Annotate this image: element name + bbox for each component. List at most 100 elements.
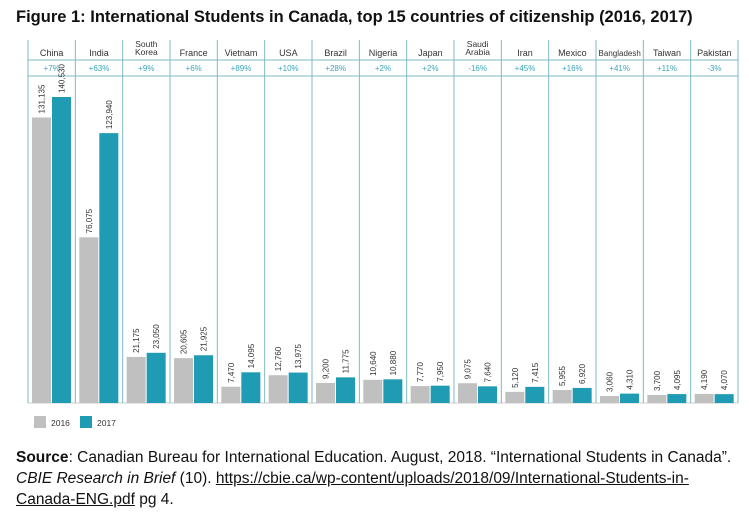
change-label: +16% (562, 64, 583, 73)
bar-2017 (430, 385, 450, 403)
category-label: Brazil (324, 48, 347, 58)
value-label: 5,955 (558, 365, 567, 386)
bar-2017 (336, 377, 355, 403)
value-label: 4,310 (626, 369, 635, 390)
value-label: 7,640 (484, 362, 493, 383)
legend-swatch-2016 (34, 416, 46, 428)
category-label: Korea (135, 47, 158, 57)
category-label: Arabia (465, 47, 490, 57)
bar-2016 (316, 382, 335, 403)
bar-2017 (288, 372, 308, 403)
value-label: 11,775 (342, 349, 351, 373)
value-label: 23,050 (152, 324, 161, 349)
legend-swatch-2017 (80, 416, 92, 428)
bar-chart: China +7% 131,135 140,530 India +63% 76,075 123… (27, 39, 739, 428)
value-label: 14,095 (247, 343, 256, 368)
bar-2017 (241, 372, 261, 403)
change-label: -16% (468, 64, 487, 73)
change-label: +28% (325, 64, 346, 73)
bar-2016 (505, 391, 525, 403)
value-label: 21,175 (132, 328, 141, 353)
change-label: +10% (278, 64, 299, 73)
category-label: China (40, 48, 64, 58)
change-label: +89% (231, 64, 252, 73)
change-label: +2% (375, 64, 391, 73)
bar-2016 (363, 379, 383, 403)
bar-2017 (194, 355, 213, 403)
change-label: +9% (138, 64, 154, 73)
value-label: 7,770 (416, 362, 425, 383)
value-label: 3,700 (653, 370, 662, 391)
value-label: 5,120 (511, 367, 520, 388)
source-text: : Canadian Bureau for International Educ… (68, 449, 732, 466)
category-label: France (180, 48, 208, 58)
bar-2017 (52, 97, 71, 403)
value-label: 9,200 (322, 358, 331, 379)
value-label: 7,950 (436, 361, 445, 382)
category-label: Vietnam (225, 48, 258, 58)
value-label: 76,075 (85, 208, 94, 233)
bar-2017 (572, 387, 592, 403)
value-label: 7,415 (531, 362, 540, 383)
bar-2016 (174, 358, 193, 403)
category-label: USA (279, 48, 298, 58)
bar-2017 (99, 133, 119, 403)
bar-2016 (458, 383, 477, 403)
value-label: 20,605 (180, 329, 189, 354)
bar-2016 (552, 390, 572, 403)
value-label: 6,920 (578, 363, 587, 384)
value-label: 7,470 (227, 362, 236, 383)
bar-2016 (32, 117, 51, 403)
value-label: 3,060 (606, 371, 615, 392)
bar-2017 (525, 386, 545, 403)
bar-2016 (221, 386, 241, 403)
bar-2017 (620, 393, 639, 403)
bar-2017 (146, 352, 166, 403)
source-text-2: (10). (175, 470, 216, 487)
change-label: +7% (44, 64, 60, 73)
value-label: 9,075 (464, 359, 473, 380)
category-label: Nigeria (369, 48, 398, 58)
change-label: +2% (422, 64, 438, 73)
bar-2016 (694, 393, 714, 403)
source-note: Source: Canadian Bureau for Internationa… (16, 447, 741, 510)
value-label: 123,940 (105, 100, 114, 129)
bar-2017 (383, 379, 403, 403)
category-label: Pakistan (697, 48, 732, 58)
value-label: 140,530 (58, 64, 67, 93)
category-label: Iran (517, 48, 533, 58)
source-link[interactable]: https://cbie.ca/wp-content/uploads/2018/… (16, 470, 689, 508)
value-label: 13,975 (294, 344, 303, 369)
bar-2016 (600, 396, 619, 403)
bar-2016 (410, 386, 430, 403)
bar-2016 (268, 375, 288, 403)
category-label: South (135, 39, 157, 49)
change-label: -3% (707, 64, 721, 73)
category-label: Japan (418, 48, 443, 58)
category-label: Saudi (467, 39, 489, 49)
change-label: +63% (89, 64, 110, 73)
bar-2017 (714, 394, 734, 403)
value-label: 10,880 (389, 350, 398, 375)
bar-2016 (79, 237, 99, 403)
bar-2017 (478, 386, 497, 403)
value-label: 21,925 (200, 326, 209, 351)
category-label: Bangladesh (599, 49, 641, 58)
value-label: 10,640 (369, 351, 378, 376)
value-label: 4,190 (700, 369, 709, 390)
bar-2017 (667, 394, 687, 403)
chart-title: Figure 1: International Students in Cana… (16, 8, 693, 26)
value-label: 4,095 (673, 370, 682, 391)
source-text-3: pg 4. (134, 491, 174, 508)
change-label: +11% (657, 64, 677, 73)
legend-label: 2016 (51, 418, 70, 428)
source-journal: CBIE Research in Brief (16, 470, 176, 487)
value-label: 4,070 (720, 370, 729, 391)
value-label: 12,760 (274, 346, 283, 371)
legend-label: 2017 (97, 418, 116, 428)
category-label: Taiwan (653, 48, 681, 58)
change-label: +41% (609, 64, 630, 73)
bar-2016 (126, 356, 146, 403)
value-label: 131,135 (38, 84, 47, 113)
change-label: +45% (515, 64, 536, 73)
